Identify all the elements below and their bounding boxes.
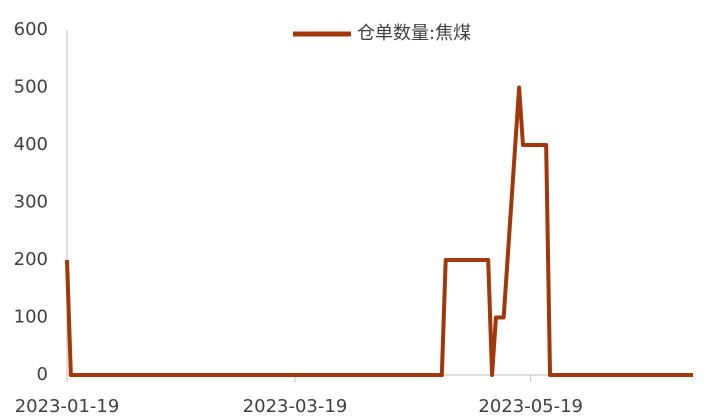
y-tick-label: 200 — [14, 249, 48, 270]
x-tick-label: 2023-03-19 — [243, 396, 348, 417]
series-line — [65, 85, 693, 377]
y-tick-label: 300 — [14, 192, 48, 213]
y-tick-label: 400 — [14, 134, 48, 155]
y-tick-label: 100 — [14, 307, 48, 328]
x-tick-label: 2023-05-19 — [478, 396, 583, 417]
y-tick-label: 500 — [14, 77, 48, 98]
x-tick-label: 2023-01-19 — [15, 396, 120, 417]
legend-label: 仓单数量:焦煤 — [357, 23, 471, 44]
y-tick-label: 0 — [37, 364, 48, 385]
y-tick-label: 600 — [14, 19, 48, 40]
